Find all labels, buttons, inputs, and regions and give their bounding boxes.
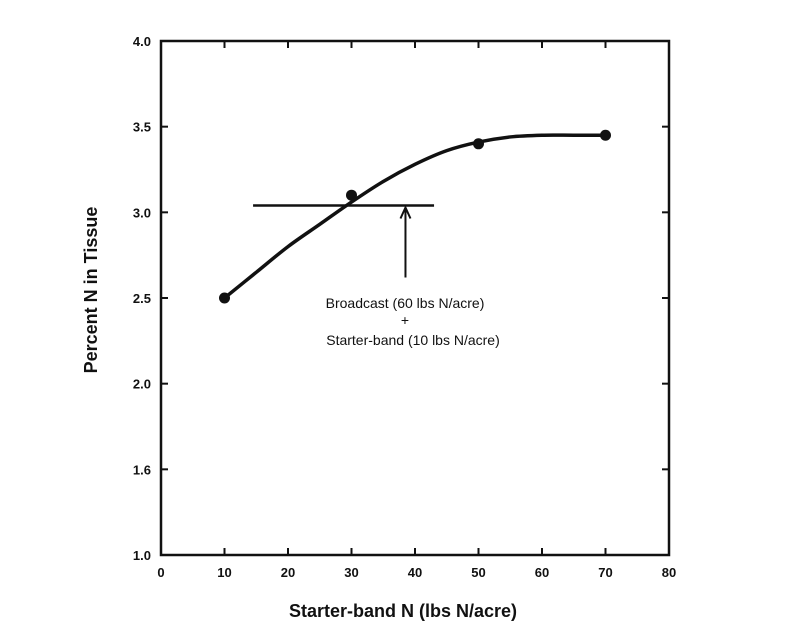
data-point [346,189,357,201]
x-tick-label: 40 [408,565,422,580]
axis-ticks [160,40,670,556]
y-tick-label: 4.0 [133,34,151,49]
y-tick-label: 3.0 [133,205,151,220]
y-tick-label: 1.0 [133,548,151,563]
annotation-line-3: Starter-band (10 lbs N/acre) [326,332,500,348]
y-tick-label: 3.5 [133,120,151,135]
y-axis-label: Percent N in Tissue [81,207,101,374]
x-tick-label: 10 [217,565,231,580]
fitted-curve [222,133,608,300]
x-tick-label: 0 [157,565,164,580]
data-point [473,138,484,150]
data-point [600,129,611,141]
y-tick-label: 2.5 [133,291,151,306]
data-points [219,129,611,304]
annotation-line-2: + [401,312,409,328]
x-tick-label: 70 [598,565,612,580]
x-tick-labels: 0 10 20 30 40 50 60 70 80 [157,565,676,580]
y-tick-label: 2.0 [133,377,151,392]
data-point [219,292,230,304]
x-tick-label: 20 [281,565,295,580]
x-tick-label: 50 [471,565,485,580]
x-tick-label: 80 [662,565,676,580]
annotation-line-1: Broadcast (60 lbs N/acre) [326,295,485,311]
annotation-arrowhead [399,205,412,219]
x-axis-label: Starter-band N (lbs N/acre) [289,601,517,621]
x-tick-label: 60 [535,565,549,580]
x-tick-label: 30 [344,565,358,580]
y-tick-label: 1.6 [133,462,151,477]
y-tick-labels: 1.0 1.6 2.0 2.5 3.0 3.5 4.0 [133,34,151,563]
